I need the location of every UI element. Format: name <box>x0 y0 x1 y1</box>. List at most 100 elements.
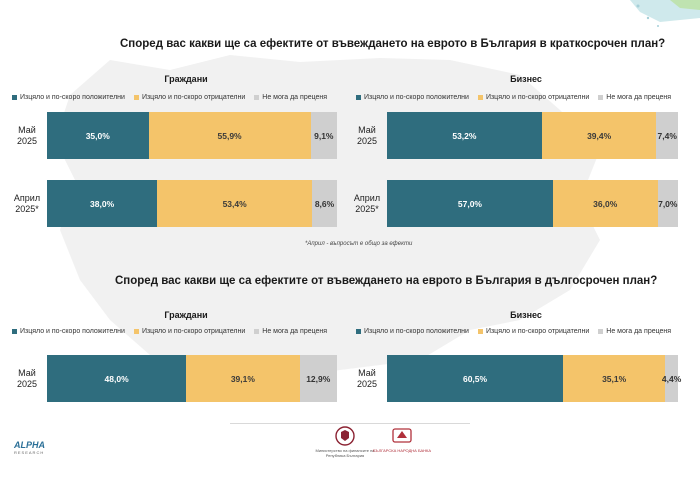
bar-segment-positive: 35,0% <box>47 112 149 159</box>
data-label: 39,4% <box>587 130 612 141</box>
legend-item-negative: Изцяло и по-скоро отрицателни <box>133 328 246 335</box>
legend-label-positive: Изцяло и по-скоро положителни <box>364 94 469 101</box>
bar-segment-negative: 35,1% <box>563 355 666 402</box>
data-label: 39,1% <box>230 373 255 384</box>
legend-swatch-positive <box>12 95 17 100</box>
bar-segment-positive: 53,2% <box>387 112 542 159</box>
data-label: 38,0% <box>90 198 115 209</box>
legend-swatch-unsure <box>254 329 260 334</box>
data-label: 7,4% <box>657 130 677 141</box>
data-label: 35,0% <box>85 130 110 141</box>
legend-item-negative: Изцяло и по-скоро отрицателни <box>477 328 590 335</box>
bar-segment-positive: 38,0% <box>47 180 158 227</box>
legend-item-negative: Изцяло и по-скоро отрицателни <box>477 94 590 101</box>
data-label: 60,5% <box>462 373 488 384</box>
stacked-bar: 35,0% 55,9% 9,1% <box>47 112 337 159</box>
stacked-bar: 57,0% 36,0% 7,0% <box>387 180 678 227</box>
bar-segment-negative: 55,9% <box>148 112 311 159</box>
legend-item-unsure: Не мога да преценя <box>598 328 671 335</box>
legend-label-unsure: Не мога да преценя <box>262 328 328 335</box>
panel-title-business-short: Бизнес <box>510 74 542 84</box>
data-label: 8,6% <box>314 198 335 209</box>
alpha-logo-sub: RESEARCH <box>14 450 45 455</box>
data-label: 57,0% <box>457 198 482 209</box>
bar-segment-unsure: 4,4% <box>661 355 682 402</box>
bar-segment-positive: 60,5% <box>387 355 564 402</box>
legend-swatch-negative <box>133 329 139 334</box>
bar-segment-unsure: 7,4% <box>656 112 678 159</box>
bar-segment-positive: 57,0% <box>387 180 553 227</box>
legend-citizens-short: Изцяло и по-скоро положителни Изцяло и п… <box>12 94 327 101</box>
row-label: Май 2025 <box>16 124 38 146</box>
legend-label-unsure: Не мога да преценя <box>606 328 672 335</box>
legend-business-short: Изцяло и по-скоро положителни Изцяло и п… <box>356 94 671 101</box>
bar-segment-unsure: 8,6% <box>312 180 337 227</box>
panel-title-citizens-short: Граждани <box>164 74 208 84</box>
legend-swatch-negative <box>477 95 483 100</box>
data-label: 36,0% <box>593 198 618 209</box>
bar-segment-positive: 48,0% <box>47 355 187 402</box>
panel-title-citizens-long: Граждани <box>164 310 208 320</box>
legend-item-positive: Изцяло и по-скоро положителни <box>356 94 469 101</box>
legend-label-negative: Изцяло и по-скоро отрицателни <box>141 328 246 335</box>
bar-segment-negative: 39,4% <box>541 112 657 159</box>
row-label: Април 2025* <box>13 192 41 214</box>
legend-swatch-positive <box>12 329 17 334</box>
legend-swatch-unsure <box>598 95 604 100</box>
alpha-research-logo: ALPHA RESEARCH <box>14 440 45 455</box>
legend-swatch-negative <box>133 95 139 100</box>
top-right-decoration <box>630 0 700 27</box>
legend-label-negative: Изцяло и по-скоро отрицателни <box>141 94 246 101</box>
panel-title-business-long: Бизнес <box>510 310 542 320</box>
chart-title-short-term: Според вас какви ще са ефектите от въвеж… <box>120 38 666 50</box>
ministry-seal-icon <box>335 426 355 446</box>
legend-label-positive: Изцяло и по-скоро положителни <box>20 94 125 101</box>
data-label: 53,4% <box>222 198 247 209</box>
data-label: 7,0% <box>658 198 678 209</box>
row-label: Април 2025* <box>353 192 381 214</box>
data-label: 48,0% <box>104 373 129 384</box>
data-label: 12,9% <box>306 373 331 384</box>
legend-citizens-long: Изцяло и по-скоро положителни Изцяло и п… <box>12 328 327 335</box>
data-label: 53,2% <box>452 130 477 141</box>
bar-segment-negative: 39,1% <box>186 355 300 402</box>
legend-item-unsure: Не мога да преценя <box>254 94 327 101</box>
bar-segment-unsure: 9,1% <box>310 112 337 159</box>
legend-item-positive: Изцяло и по-скоро положителни <box>356 328 469 335</box>
footer-divider <box>230 423 470 424</box>
bnb-seal-icon <box>392 428 412 443</box>
stacked-bar: 60,5% 35,1% 4,4% <box>387 355 682 402</box>
legend-item-unsure: Не мога да преценя <box>598 94 671 101</box>
data-label: 4,4% <box>661 373 682 384</box>
stacked-bar: 53,2% 39,4% 7,4% <box>387 112 678 159</box>
legend-item-positive: Изцяло и по-скоро положителни <box>12 328 125 335</box>
data-label: 35,1% <box>602 373 627 384</box>
legend-swatch-negative <box>477 329 483 334</box>
legend-item-unsure: Не мога да преценя <box>254 328 327 335</box>
row-label: Май 2025 <box>16 367 38 389</box>
alpha-logo-name: ALPHA <box>14 440 45 450</box>
legend-item-positive: Изцяло и по-скоро положителни <box>12 94 125 101</box>
footnote: *Април - въпросът е общо за ефекти <box>305 241 413 247</box>
legend-label-unsure: Не мога да преценя <box>606 94 672 101</box>
legend-item-negative: Изцяло и по-скоро отрицателни <box>133 94 246 101</box>
legend-swatch-positive <box>356 329 361 334</box>
legend-business-long: Изцяло и по-скоро положителни Изцяло и п… <box>356 328 671 335</box>
stacked-bar: 48,0% 39,1% 12,9% <box>47 355 337 402</box>
legend-label-negative: Изцяло и по-скоро отрицателни <box>485 328 590 335</box>
chart-title-long-term: Според вас какви ще са ефектите от въвеж… <box>115 275 658 287</box>
legend-swatch-unsure <box>254 95 260 100</box>
stacked-bar: 38,0% 53,4% 8,6% <box>47 180 337 227</box>
ministry-caption: Министерство на финансите на Република Б… <box>315 448 375 458</box>
row-label: Май 2025 <box>356 367 378 389</box>
bar-segment-unsure: 12,9% <box>299 355 337 402</box>
data-label: 55,9% <box>217 130 242 141</box>
legend-label-negative: Изцяло и по-скоро отрицателни <box>485 94 590 101</box>
bar-segment-negative: 53,4% <box>157 180 313 227</box>
bar-segment-negative: 36,0% <box>552 180 658 227</box>
row-label: Май 2025 <box>356 124 378 146</box>
legend-label-positive: Изцяло и по-скоро положителни <box>20 328 125 335</box>
data-label: 9,1% <box>314 130 334 141</box>
bar-segment-unsure: 7,0% <box>657 180 678 227</box>
legend-label-positive: Изцяло и по-скоро положителни <box>364 328 469 335</box>
